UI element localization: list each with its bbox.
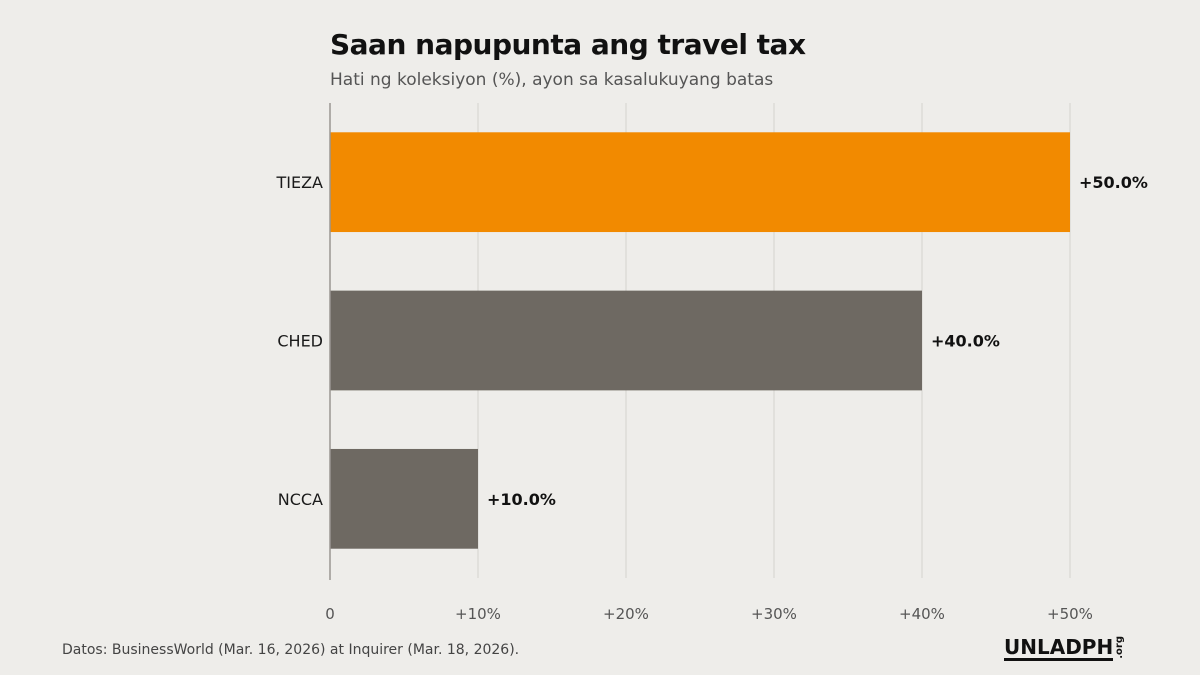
brand-logo: UNLADPH .org [1004,636,1125,661]
x-tick-label: +10% [455,605,501,623]
logo-suffix: .org [1114,636,1126,659]
bar [330,290,922,391]
bar [330,132,1070,233]
bar [330,448,478,549]
x-tick-label: +30% [751,605,797,623]
x-tick-label: +20% [603,605,649,623]
chart-title: Saan napupunta ang travel tax [330,28,806,61]
data-label: +40.0% [931,332,1000,351]
x-tick-label: +40% [899,605,945,623]
x-tick-label: 0 [325,605,335,623]
x-tick-label: +50% [1047,605,1093,623]
category-label: TIEZA [275,173,323,192]
category-label: CHED [277,332,323,351]
category-label: NCCA [278,490,323,509]
data-label: +50.0% [1079,173,1148,192]
chart-subtitle: Hati ng koleksiyon (%), ayon sa kasaluku… [330,70,774,90]
data-label: +10.0% [487,490,556,509]
source-note: Datos: BusinessWorld (Mar. 16, 2026) at … [62,642,520,658]
logo-text: UNLADPH [1004,635,1114,661]
